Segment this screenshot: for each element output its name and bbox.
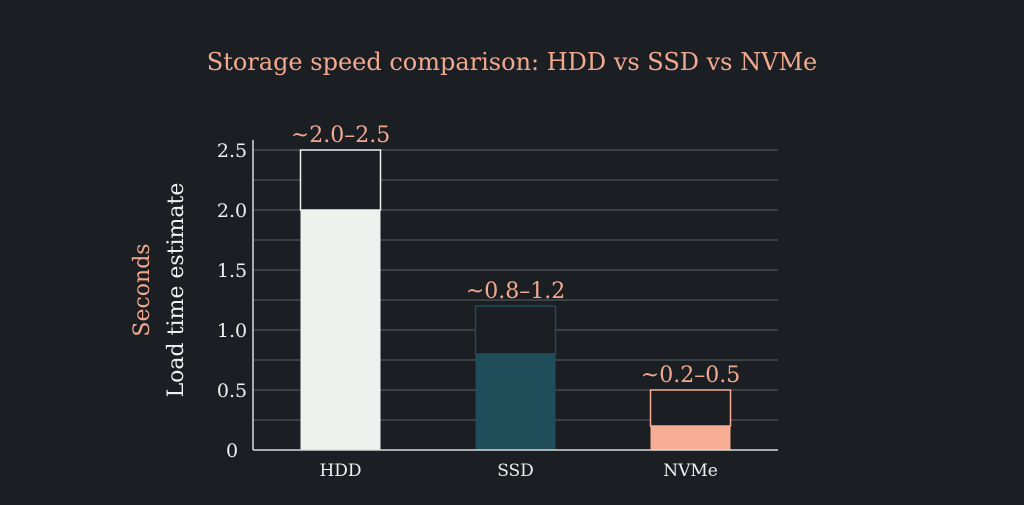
x-tick-label-hdd: HDD bbox=[319, 461, 361, 481]
range-label-nvme: ~0.2–0.5 bbox=[641, 363, 740, 388]
x-tick-labels: HDD SSD NVMe bbox=[319, 461, 717, 481]
y-tick-label: 1.5 bbox=[217, 260, 247, 282]
range-upper-box-nvme bbox=[649, 389, 732, 427]
bar-ssd bbox=[475, 354, 556, 450]
y-tick-label: 1.0 bbox=[217, 320, 247, 342]
bar-hdd bbox=[300, 210, 381, 450]
x-tick-label-ssd: SSD bbox=[497, 461, 534, 481]
y-tick-label: 2.0 bbox=[217, 200, 247, 222]
y-tick-label: 0.5 bbox=[217, 380, 247, 402]
y-axis-label-secondary: Load time estimate bbox=[164, 183, 189, 398]
range-upper-box-ssd bbox=[474, 305, 557, 355]
bar-nvme bbox=[650, 426, 731, 450]
chart-title: Storage speed comparison: HDD vs SSD vs … bbox=[207, 48, 818, 76]
range-upper-box-hdd bbox=[299, 149, 382, 211]
y-axis-label-primary: Seconds bbox=[130, 243, 155, 336]
range-labels: ~2.0–2.5 ~0.8–1.2 ~0.2–0.5 bbox=[291, 123, 740, 388]
range-label-hdd: ~2.0–2.5 bbox=[291, 123, 390, 148]
range-label-ssd: ~0.8–1.2 bbox=[466, 279, 565, 304]
y-tick-label: 2.5 bbox=[217, 140, 247, 162]
x-tick-label-nvme: NVMe bbox=[663, 461, 718, 481]
bars bbox=[299, 149, 732, 450]
y-tick-labels: 0 0.5 1.0 1.5 2.0 2.5 bbox=[217, 140, 247, 462]
y-tick-label: 0 bbox=[226, 440, 238, 462]
